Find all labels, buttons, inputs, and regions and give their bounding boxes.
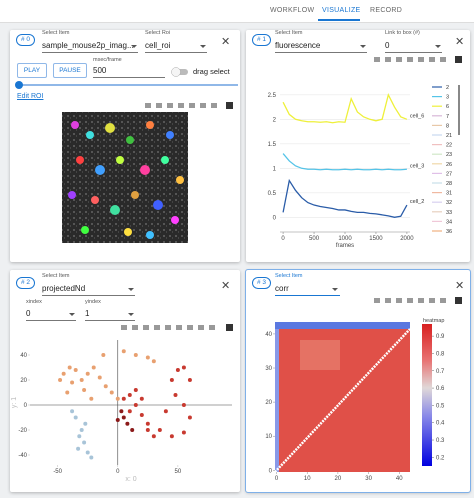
panel-badge: # 3	[252, 277, 272, 289]
edit-roi-link[interactable]: Edit ROI	[17, 93, 44, 100]
select-underline	[275, 52, 367, 53]
tab[interactable]: WORKFLOW	[270, 7, 315, 14]
field-label: yindex	[85, 299, 101, 305]
select-value[interactable]: 0	[26, 309, 31, 318]
field-label: Select Item	[275, 273, 303, 279]
select-value[interactable]: corr	[275, 284, 289, 293]
field-label: Select Item	[275, 30, 303, 36]
select-underline	[26, 320, 76, 321]
select-caret[interactable]	[332, 288, 338, 291]
close-button[interactable]: ✕	[221, 36, 231, 48]
select-caret[interactable]	[69, 313, 75, 316]
select-underline	[42, 295, 135, 296]
select-underline	[275, 295, 340, 296]
panel	[10, 270, 240, 492]
select-underline	[85, 320, 135, 321]
field-label: Select Roi	[145, 30, 171, 36]
select-caret[interactable]	[435, 45, 441, 48]
field-label: xindex	[26, 299, 42, 305]
select-caret[interactable]	[131, 45, 137, 48]
select-underline	[42, 52, 138, 53]
field-label: Link to box (#)	[385, 30, 420, 36]
panel-badge: # 2	[16, 277, 36, 289]
select-underline	[385, 52, 442, 53]
panel-badge: # 0	[16, 34, 36, 46]
tab-indicator	[318, 19, 360, 21]
panel-badge: # 1	[252, 34, 272, 46]
text-input[interactable]: 500	[93, 66, 107, 75]
select-value[interactable]: sample_mouse2p_imag...	[42, 41, 134, 50]
select-value[interactable]: fluorescence	[275, 41, 321, 50]
select-caret[interactable]	[128, 313, 134, 316]
tab-active[interactable]: VISUALIZE	[322, 7, 361, 14]
select-caret[interactable]	[200, 45, 206, 48]
input-underline	[93, 77, 165, 78]
select-value[interactable]: 0	[385, 41, 390, 50]
field-label: msec/frame	[93, 57, 122, 63]
play-button[interactable]: PLAY	[17, 63, 47, 78]
select-caret[interactable]	[360, 45, 366, 48]
field-label: Select Item	[42, 30, 70, 36]
tab[interactable]: RECORD	[370, 7, 403, 14]
field-label: Select Item	[42, 273, 70, 279]
panel	[245, 269, 471, 493]
close-button[interactable]: ✕	[455, 280, 465, 292]
select-underline	[145, 52, 207, 53]
close-button[interactable]: ✕	[455, 36, 465, 48]
select-value[interactable]: cell_roi	[145, 41, 171, 50]
panel	[246, 30, 470, 262]
close-button[interactable]: ✕	[221, 280, 231, 292]
select-caret[interactable]	[128, 288, 134, 291]
select-value[interactable]: 1	[85, 309, 90, 318]
nav-bar: WORKFLOW VISUALIZE RECORD	[0, 0, 474, 23]
select-value[interactable]: projectedNd	[42, 284, 86, 293]
toggle-label: drag select	[193, 67, 230, 76]
pause-button[interactable]: PAUSE	[53, 63, 87, 78]
